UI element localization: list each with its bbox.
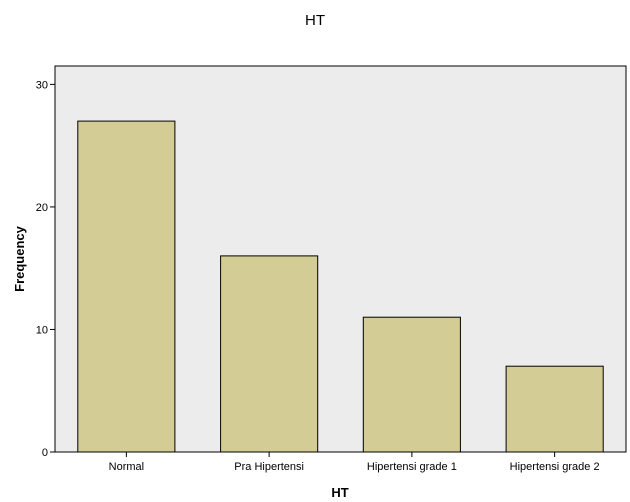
x-tick-label: Hipertensi grade 2 bbox=[510, 461, 600, 473]
x-tick-label: Normal bbox=[109, 461, 144, 473]
y-axis: 0 10 20 30 bbox=[36, 79, 55, 459]
bars bbox=[77, 120, 604, 453]
x-tick-label: Pra Hipertensi bbox=[234, 461, 304, 473]
x-axis: Normal Pra Hipertensi Hipertensi grade 1 Hi… bbox=[109, 452, 600, 473]
bar-pra-hipertensi bbox=[220, 255, 319, 453]
chart-title: HT bbox=[305, 12, 325, 29]
bar-hipertensi-grade-2 bbox=[505, 365, 604, 453]
bar-hipertensi-grade-1 bbox=[362, 316, 461, 453]
y-tick-label: 30 bbox=[36, 79, 48, 91]
y-tick-label: 0 bbox=[42, 447, 48, 459]
y-tick-label: 10 bbox=[36, 324, 48, 336]
y-tick-label: 20 bbox=[36, 202, 48, 214]
x-tick-label: Hipertensi grade 1 bbox=[367, 461, 457, 473]
bar-normal bbox=[77, 120, 176, 453]
x-axis-label: HT bbox=[331, 485, 348, 500]
y-axis-label: Frequency bbox=[12, 225, 27, 292]
